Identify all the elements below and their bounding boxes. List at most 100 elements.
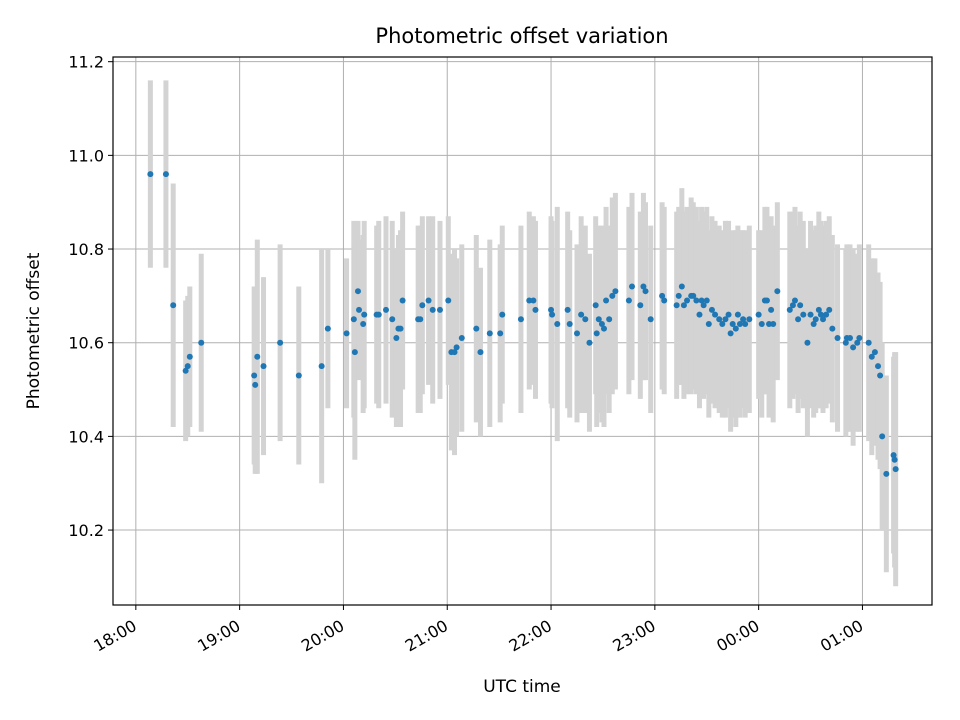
data-point (436, 306, 443, 313)
data-point (586, 339, 593, 346)
data-point (318, 363, 325, 370)
data-point (351, 349, 358, 356)
data-point (642, 288, 649, 295)
data-point (690, 292, 697, 299)
data-point (361, 311, 368, 318)
data-point (680, 302, 687, 309)
data-point (429, 306, 436, 313)
data-point (890, 452, 897, 459)
data-point (871, 349, 878, 356)
data-point (804, 339, 811, 346)
chart-title: Photometric offset variation (375, 24, 668, 48)
data-point (673, 302, 680, 309)
data-point (770, 320, 777, 327)
data-point (612, 288, 619, 295)
data-point (703, 297, 710, 304)
data-point (606, 316, 613, 323)
data-point (497, 330, 504, 337)
data-point (375, 311, 382, 318)
data-point (736, 320, 743, 327)
data-point (593, 330, 600, 337)
data-point (698, 297, 705, 304)
data-point (820, 316, 827, 323)
data-point (797, 302, 804, 309)
data-point (700, 302, 707, 309)
data-point (532, 306, 539, 313)
y-axis-label: Photometric offset (24, 252, 44, 409)
data-point (356, 306, 363, 313)
x-axis-label: UTC time (483, 677, 561, 697)
data-point (564, 306, 571, 313)
data-point (486, 330, 493, 337)
data-point (661, 297, 668, 304)
data-point (477, 349, 484, 356)
data-point (789, 302, 796, 309)
data-point (451, 349, 458, 356)
data-point (254, 353, 261, 360)
data-point (810, 320, 817, 327)
data-point (198, 339, 205, 346)
data-point (742, 320, 749, 327)
data-point (834, 335, 841, 342)
data-point (324, 325, 331, 332)
data-point (592, 302, 599, 309)
data-point (854, 339, 861, 346)
data-point (678, 283, 685, 290)
data-point (823, 311, 830, 318)
data-point (419, 302, 426, 309)
data-point (609, 292, 616, 299)
data-point (260, 363, 267, 370)
data-point (719, 320, 726, 327)
data-point (554, 320, 561, 327)
data-point (603, 297, 610, 304)
data-point (734, 311, 741, 318)
data-point (170, 302, 177, 309)
data-point (846, 335, 853, 342)
y-tick-label: 10.2 (68, 521, 104, 540)
data-point (566, 320, 573, 327)
data-point (162, 171, 169, 178)
data-point (727, 330, 734, 337)
data-point (499, 311, 506, 318)
data-point (800, 311, 807, 318)
data-point (829, 325, 836, 332)
data-point (817, 311, 824, 318)
data-point (877, 372, 884, 379)
data-point (640, 283, 647, 290)
data-point (530, 297, 537, 304)
data-point (815, 306, 822, 313)
data-point (722, 316, 729, 323)
data-point (598, 320, 605, 327)
data-point (184, 363, 191, 370)
data-point (582, 316, 589, 323)
data-point (549, 311, 556, 318)
data-point (526, 297, 533, 304)
data-point (732, 325, 739, 332)
data-point (573, 330, 580, 337)
data-point (708, 306, 715, 313)
data-point (578, 311, 585, 318)
data-point (740, 316, 747, 323)
data-point (383, 306, 389, 313)
data-point (393, 335, 400, 342)
data-point (600, 325, 607, 332)
data-point (425, 297, 432, 304)
y-tick-label: 11.0 (68, 146, 104, 165)
data-point (399, 297, 406, 304)
y-tick-label: 10.8 (68, 240, 104, 259)
data-point (755, 311, 762, 318)
data-point (826, 306, 833, 313)
data-point (795, 316, 802, 323)
data-point (856, 335, 863, 342)
data-point (517, 316, 524, 323)
data-point (389, 316, 396, 323)
data-point (868, 353, 875, 360)
data-point (883, 470, 890, 477)
data-point (716, 316, 723, 323)
plot-frame (112, 56, 933, 606)
data-point (791, 297, 798, 304)
data-point (850, 344, 857, 351)
data-point (892, 466, 899, 473)
data-point (812, 316, 819, 323)
data-point (865, 339, 872, 346)
